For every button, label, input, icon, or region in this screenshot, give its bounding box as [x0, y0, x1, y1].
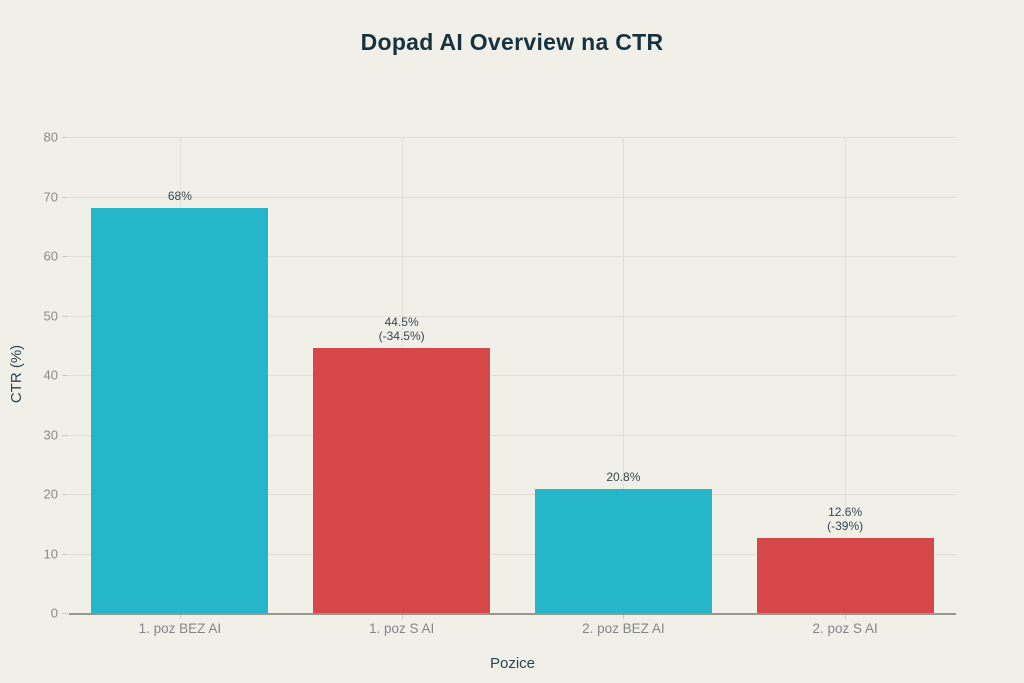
x-tick-label: 2. poz BEZ AI: [582, 621, 665, 636]
bar-label-line: 68%: [167, 189, 192, 204]
x-tick-mark: [845, 615, 847, 619]
plot-area: 68% 44.5% (-34.5%) 20.8% 12.6% (-39%): [69, 137, 956, 615]
chart-title: Dopad AI Overview na CTR: [360, 29, 664, 55]
x-tick-label: 1. poz S AI: [368, 621, 435, 636]
x-axis-title: Pozice: [489, 655, 536, 672]
gridline-horizontal: [69, 434, 956, 436]
bar-value-label: 12.6% (-39%): [827, 505, 863, 533]
y-tick-mark: [62, 613, 68, 614]
bar-label-line: 12.6%: [828, 505, 863, 520]
y-tick-label: 50: [43, 308, 58, 323]
y-tick-mark: [62, 256, 68, 257]
gridline-horizontal: [69, 494, 956, 495]
bar-label-line: (-34.5%): [378, 329, 425, 344]
y-tick-label: 40: [43, 367, 58, 383]
bar-label-line: (-39%): [827, 519, 864, 534]
y-tick-mark: [62, 196, 68, 198]
y-axis-tick-labels: 0 10 20 30 40 50 60 70 80: [0, 130, 58, 621]
bar-1-poz-s-ai: [313, 348, 491, 613]
bar-2-poz-bez-ai: [534, 489, 712, 613]
gridline-horizontal: [69, 256, 956, 257]
x-tick-label: 2. poz S AI: [812, 621, 878, 636]
x-tick-mark: [401, 615, 403, 619]
gridline-horizontal: [69, 553, 956, 555]
gridline-vertical: [623, 137, 625, 613]
gridline-vertical: [845, 137, 847, 613]
bar-value-label: 68%: [168, 189, 192, 203]
y-tick-mark: [62, 375, 68, 376]
y-tick-mark: [62, 434, 68, 436]
y-tick-label: 10: [43, 546, 58, 561]
y-tick-label: 60: [43, 248, 58, 264]
y-tick-label: 30: [43, 427, 58, 442]
x-tick-mark: [179, 615, 181, 619]
y-tick-label: 70: [43, 189, 58, 204]
bar-label-line: 20.8%: [606, 470, 641, 485]
bar-value-label: 44.5% (-34.5%): [379, 315, 425, 343]
y-tick-mark: [62, 137, 68, 138]
gridline-horizontal: [69, 137, 956, 138]
y-tick-mark: [62, 553, 68, 555]
y-tick-mark: [62, 494, 68, 495]
bar-label-line: 44.5%: [384, 315, 419, 330]
y-tick-label: 20: [43, 486, 58, 502]
gridline-horizontal: [69, 196, 956, 198]
bar-1-poz-bez-ai: [91, 208, 269, 613]
x-tick-label: 1. poz BEZ AI: [138, 621, 222, 636]
bar-2-poz-s-ai: [756, 538, 934, 613]
bar-value-label: 20.8%: [606, 470, 640, 484]
gridline-horizontal: [69, 315, 956, 317]
y-tick-label: 80: [43, 129, 58, 145]
gridline-horizontal: [69, 375, 956, 376]
x-tick-mark: [623, 615, 625, 619]
y-tick-label: 0: [50, 605, 58, 621]
y-tick-mark: [62, 315, 68, 317]
